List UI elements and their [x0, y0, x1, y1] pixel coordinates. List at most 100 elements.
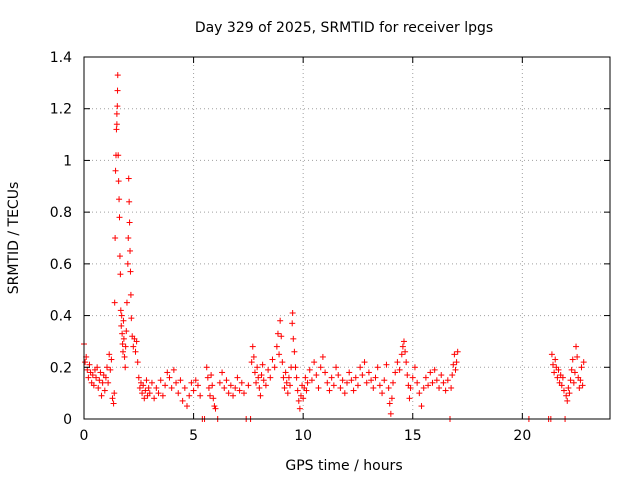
- data-point: [209, 382, 216, 389]
- data-point: [122, 364, 129, 371]
- data-point: [114, 87, 121, 94]
- data-point: [181, 384, 188, 391]
- data-point: [555, 366, 562, 373]
- data-point: [372, 374, 379, 381]
- data-point: [151, 395, 158, 402]
- data-point: [292, 364, 299, 371]
- data-point: [394, 359, 401, 366]
- data-point: [385, 384, 392, 391]
- data-point: [324, 379, 331, 386]
- data-point: [559, 374, 566, 381]
- data-point: [116, 214, 123, 221]
- data-point: [250, 353, 257, 360]
- data-point: [97, 369, 104, 376]
- data-point: [440, 379, 447, 386]
- data-point: [249, 343, 256, 350]
- data-point: [114, 103, 121, 110]
- data-point: [119, 330, 126, 337]
- data-point: [576, 384, 583, 391]
- data-point: [94, 364, 101, 371]
- data-point: [365, 369, 372, 376]
- data-point: [563, 392, 570, 399]
- data-point: [184, 403, 191, 410]
- data-point: [333, 364, 340, 371]
- data-point: [379, 390, 386, 397]
- data-point: [346, 369, 353, 376]
- grid-lines: [84, 57, 610, 419]
- data-point: [398, 351, 405, 358]
- data-point: [190, 387, 197, 394]
- data-point: [203, 364, 210, 371]
- data-point: [418, 403, 425, 410]
- data-point: [155, 390, 162, 397]
- data-point: [276, 351, 283, 358]
- y-tick-label: 1.4: [50, 50, 72, 66]
- data-point: [99, 379, 106, 386]
- data-point: [554, 374, 561, 381]
- data-point: [89, 372, 96, 379]
- data-point: [580, 359, 587, 366]
- data-point: [574, 353, 581, 360]
- data-point: [121, 353, 128, 360]
- data-point: [101, 387, 108, 394]
- y-axis-label: SRMTID / TECUs: [6, 182, 22, 295]
- data-point: [254, 364, 261, 371]
- data-point: [113, 110, 120, 117]
- data-point: [115, 178, 122, 185]
- data-point: [571, 369, 578, 376]
- data-point: [427, 369, 434, 376]
- data-point: [390, 379, 397, 386]
- data-point: [273, 343, 280, 350]
- data-point: [175, 390, 182, 397]
- data-point: [90, 382, 97, 389]
- data-point: [284, 390, 291, 397]
- data-point: [386, 400, 393, 407]
- data-point: [295, 397, 302, 404]
- data-point: [308, 377, 315, 384]
- data-point: [186, 392, 193, 399]
- data-point: [569, 356, 576, 363]
- data-point: [126, 198, 133, 205]
- data-point: [406, 395, 413, 402]
- data-point: [436, 384, 443, 391]
- data-point: [283, 379, 290, 386]
- data-point: [370, 384, 377, 391]
- data-point: [319, 353, 326, 360]
- y-tick-label: 0.4: [50, 309, 72, 325]
- data-point: [257, 392, 264, 399]
- data-point: [114, 72, 121, 79]
- data-point: [281, 384, 288, 391]
- data-point: [104, 364, 111, 371]
- data-point: [341, 390, 348, 397]
- data-point: [552, 356, 559, 363]
- data-point: [274, 330, 281, 337]
- data-point: [106, 351, 113, 358]
- data-point: [204, 374, 211, 381]
- data-point: [361, 359, 368, 366]
- data-point: [134, 359, 141, 366]
- data-point: [212, 405, 219, 412]
- data-point: [96, 377, 103, 384]
- x-tick-label: 15: [404, 428, 422, 444]
- data-point: [558, 382, 565, 389]
- data-point: [326, 387, 333, 394]
- x-tick-label: 20: [513, 428, 531, 444]
- data-point: [127, 268, 134, 275]
- data-point: [127, 291, 134, 298]
- data-point: [179, 397, 186, 404]
- data-point: [227, 382, 234, 389]
- data-point: [399, 343, 406, 350]
- x-axis-label: GPS time / hours: [285, 458, 402, 474]
- data-point: [279, 359, 286, 366]
- x-tick-label: 0: [80, 428, 89, 444]
- data-point: [117, 307, 124, 314]
- data-point: [306, 366, 313, 373]
- data-point: [330, 382, 337, 389]
- data-point: [387, 410, 394, 417]
- data-point: [335, 372, 342, 379]
- data-point: [95, 384, 102, 391]
- data-point: [84, 366, 91, 373]
- data-point: [352, 374, 359, 381]
- data-point: [142, 387, 149, 394]
- data-point: [236, 387, 243, 394]
